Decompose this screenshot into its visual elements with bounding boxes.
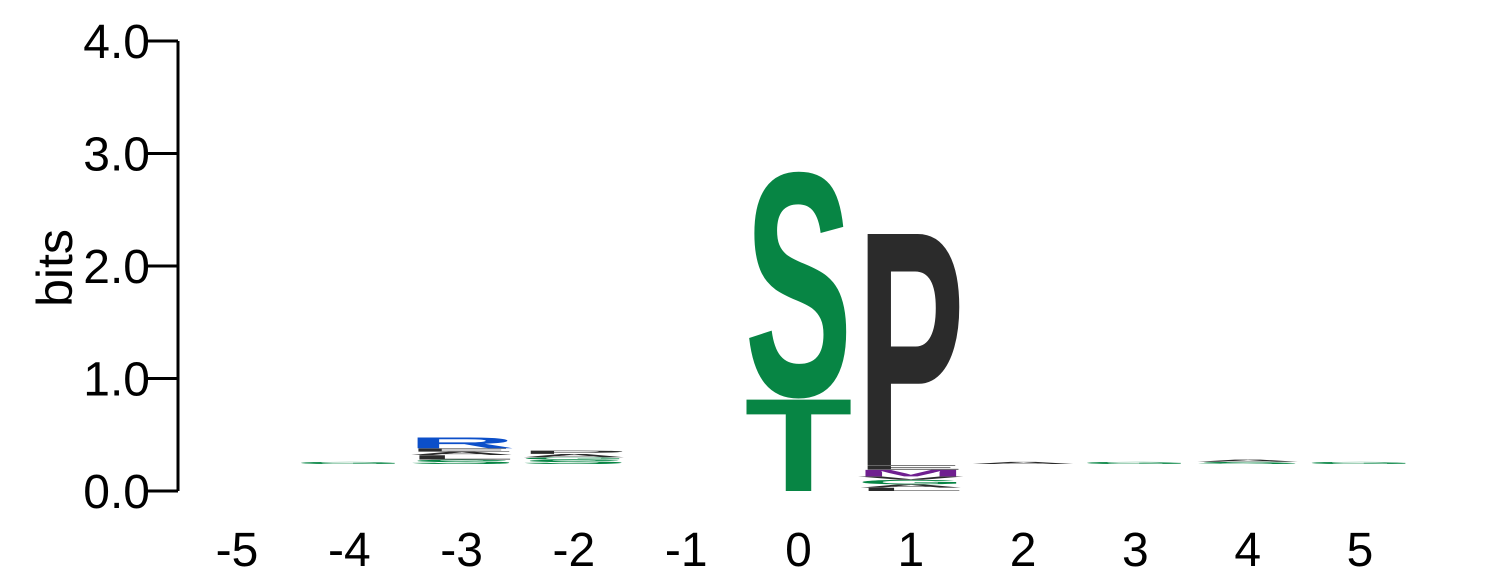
logo-letter-G: G <box>295 461 403 465</box>
logo-letter-S: S <box>745 105 853 463</box>
x-tick-label: 4 <box>1234 524 1261 577</box>
logo-letter-M: M <box>857 468 965 478</box>
logo-letter-G: G <box>520 457 628 461</box>
logo-letter-A: A <box>1194 459 1302 462</box>
logo-letter-E: E <box>408 447 516 452</box>
logo-letter-A: A <box>857 483 965 488</box>
logo-letter-R: R <box>408 434 516 451</box>
logo-letter-S: S <box>520 458 628 465</box>
x-tick-label: 2 <box>1010 524 1037 577</box>
logo-letter-G: G <box>857 479 965 486</box>
x-tick-label: -5 <box>216 524 259 577</box>
logo-letter-V: V <box>857 476 965 481</box>
y-tick-label: 0.0 <box>83 466 150 519</box>
x-axis: -5 -4 -3 -2 -1 0 1 2 3 4 5 <box>216 524 1374 577</box>
logo-letter-E: E <box>857 464 965 471</box>
x-tick-label: -1 <box>665 524 708 577</box>
x-tick-label: 0 <box>785 524 812 577</box>
x-tick-label: -4 <box>328 524 371 577</box>
logo-letter-G: G <box>1081 461 1189 465</box>
x-tick-label: -3 <box>440 524 483 577</box>
logo-letter-P: P <box>857 161 965 537</box>
logo-letter-A: A <box>520 453 628 458</box>
x-tick-label: 5 <box>1347 524 1374 577</box>
x-tick-label: -2 <box>553 524 596 577</box>
logo-letter-A: A <box>408 451 516 456</box>
logo-letter-T: T <box>745 371 853 520</box>
logo-letter-P: P <box>520 450 628 455</box>
logo-letter-A: A <box>969 461 1077 464</box>
x-tick-label: 1 <box>897 524 924 577</box>
y-tick-label: 2.0 <box>83 241 150 294</box>
y-axis-label: bits <box>27 229 83 307</box>
y-tick-label: 3.0 <box>83 129 150 182</box>
logo-letter-G: G <box>1306 461 1414 465</box>
x-tick-label: 3 <box>1122 524 1149 577</box>
y-tick-label: 1.0 <box>83 354 150 407</box>
logo-letter-L: L <box>408 454 516 461</box>
logo-letter-L: L <box>857 487 965 492</box>
logo-letter-S: S <box>408 458 516 465</box>
logo-letter-S: S <box>1194 461 1302 464</box>
y-axis: 0.0 1.0 2.0 3.0 4.0 <box>83 16 180 519</box>
y-tick-label: 4.0 <box>83 16 150 69</box>
